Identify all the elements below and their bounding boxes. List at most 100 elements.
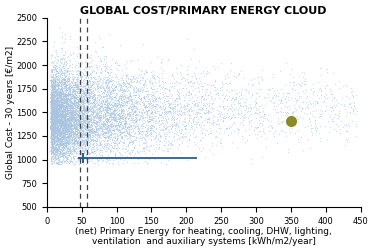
Point [56, 103, 62, 107]
Point [52, 79, 58, 83]
Y-axis label: Global Cost - 30 years [€/m2]: Global Cost - 30 years [€/m2] [6, 46, 15, 179]
Point [65, 92, 71, 96]
Point [64, 88, 70, 92]
Point [70, 82, 76, 86]
Point [73, 121, 79, 125]
Point [122, 95, 128, 99]
Point [47, 95, 53, 99]
Point [150, 123, 156, 127]
Point [52, 124, 58, 128]
Point [181, 105, 187, 109]
Point [165, 94, 171, 98]
Point [51, 119, 57, 123]
Point [50, 125, 56, 129]
Point [71, 89, 77, 93]
Point [56, 153, 62, 157]
Point [50, 137, 56, 141]
Point [61, 104, 67, 108]
Point [55, 106, 61, 110]
Point [124, 112, 130, 116]
Point [258, 114, 264, 118]
Point [101, 64, 107, 68]
Point [73, 152, 79, 156]
Point [220, 105, 226, 109]
Point [59, 103, 65, 107]
Point [294, 98, 300, 102]
Point [283, 94, 289, 98]
Point [50, 105, 56, 109]
Point [59, 113, 65, 117]
Point [73, 132, 79, 136]
Point [93, 125, 99, 130]
Point [176, 89, 182, 93]
Point [55, 89, 61, 93]
Point [126, 82, 132, 86]
Point [56, 114, 62, 118]
Point [53, 112, 59, 116]
Point [51, 104, 57, 108]
Point [77, 91, 83, 95]
Point [92, 110, 98, 114]
Point [58, 124, 64, 128]
Point [52, 99, 58, 103]
Point [63, 124, 69, 128]
Point [270, 95, 276, 99]
Point [49, 95, 55, 99]
Point [51, 132, 57, 136]
Point [102, 130, 108, 134]
Point [62, 108, 68, 112]
Point [85, 85, 91, 89]
Point [62, 140, 68, 144]
Point [79, 131, 85, 135]
Point [52, 156, 58, 160]
Point [87, 117, 93, 121]
Point [116, 83, 122, 87]
Point [71, 93, 77, 97]
Point [117, 153, 123, 157]
Point [49, 162, 55, 166]
Point [182, 120, 188, 124]
Point [350, 109, 356, 113]
Point [52, 122, 58, 127]
Point [341, 83, 347, 87]
Point [61, 120, 67, 124]
Point [83, 120, 89, 124]
Point [166, 87, 172, 91]
Point [53, 148, 59, 152]
Point [51, 139, 57, 143]
Point [176, 109, 182, 113]
Point [104, 118, 110, 122]
Point [103, 130, 109, 134]
Point [64, 136, 70, 140]
Point [69, 160, 75, 164]
Point [58, 105, 64, 109]
Point [57, 112, 63, 116]
Point [141, 96, 147, 100]
Point [84, 72, 90, 76]
Point [83, 114, 89, 118]
Point [101, 119, 107, 123]
Point [318, 73, 324, 77]
Point [112, 123, 118, 128]
Point [55, 120, 61, 124]
Point [228, 104, 234, 108]
Point [78, 110, 84, 114]
Point [189, 95, 195, 99]
Point [55, 59, 61, 63]
Point [77, 111, 83, 115]
Point [116, 116, 122, 120]
Point [65, 146, 71, 150]
Point [130, 107, 136, 111]
Point [186, 137, 192, 141]
Point [191, 80, 197, 84]
Point [69, 96, 75, 100]
Point [56, 159, 62, 163]
Point [62, 128, 68, 132]
Point [89, 89, 95, 93]
Point [171, 86, 177, 90]
Point [99, 127, 105, 131]
Point [69, 80, 75, 84]
Point [52, 121, 58, 125]
Point [73, 84, 79, 88]
Point [52, 148, 58, 152]
